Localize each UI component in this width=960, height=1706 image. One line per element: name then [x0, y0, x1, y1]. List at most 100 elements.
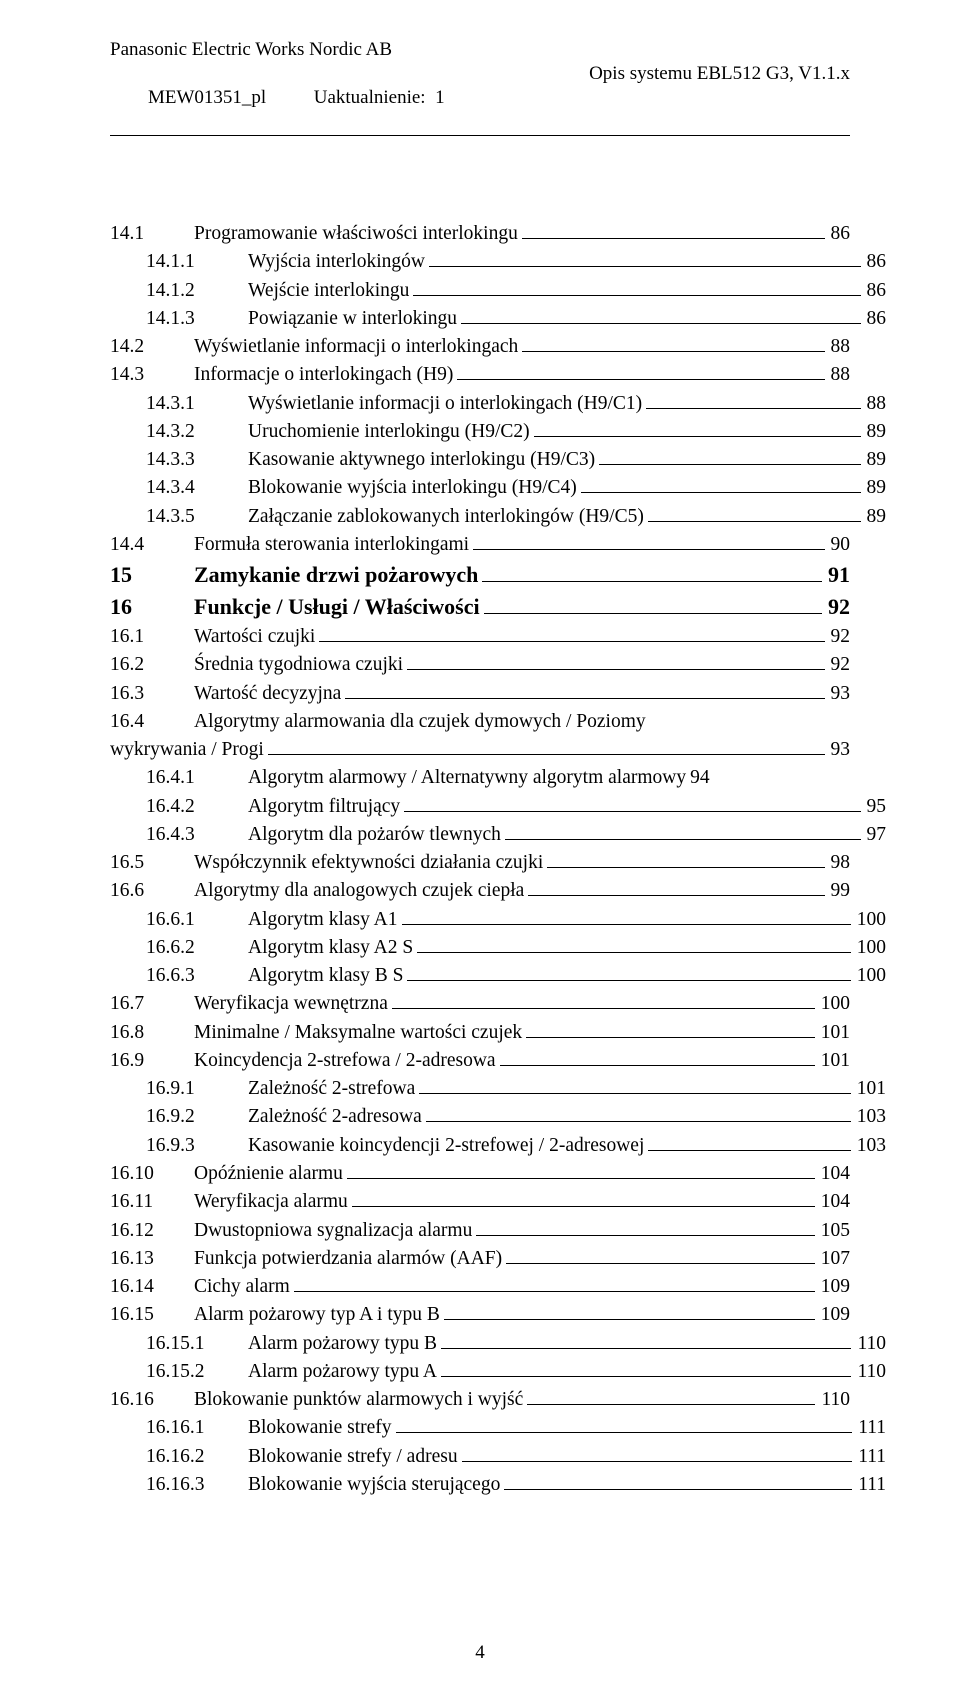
toc-num: 16.16	[110, 1386, 194, 1414]
toc-page: 88	[827, 361, 851, 389]
toc-title: Funkcja potwierdzania alarmów (AAF)	[194, 1245, 502, 1273]
toc-page: 103	[853, 1132, 886, 1160]
toc-leader	[528, 895, 824, 896]
toc-title: Blokowanie punktów alarmowych i wyjść	[194, 1386, 523, 1414]
toc-page: 88	[863, 390, 887, 418]
toc-leader	[476, 1235, 814, 1236]
toc-entry: 16.6.3Algorytm klasy B S100	[110, 962, 886, 990]
toc-num: 14.3.1	[146, 390, 248, 418]
toc-entry: 14.2Wyświetlanie informacji o interlokin…	[110, 333, 850, 361]
toc-page: 89	[863, 418, 887, 446]
header-line-2: MEW01351_pl Uaktualnienie: 1 Opis system…	[110, 62, 850, 133]
header-doc-code: MEW01351_pl	[148, 87, 266, 108]
toc-page: 89	[863, 474, 887, 502]
toc-leader	[599, 464, 860, 465]
toc-title: Wartość decyzyjna	[194, 680, 341, 708]
toc-entry: 16.2Średnia tygodniowa czujki92	[110, 651, 850, 679]
toc-title: Informacje o interlokingach (H9)	[194, 361, 453, 389]
toc-entry-line2: wykrywania / Progi93	[110, 736, 850, 764]
toc-entry: 16.10Opóźnienie alarmu104	[110, 1160, 850, 1188]
toc-page: 111	[854, 1471, 886, 1499]
toc-leader	[419, 1093, 850, 1094]
toc-title: Zależność 2-adresowa	[248, 1103, 422, 1131]
toc-leader	[648, 1150, 850, 1151]
toc-leader	[426, 1121, 851, 1122]
toc-title: Algorytm klasy A2 S	[248, 934, 413, 962]
toc-page: 109	[817, 1301, 850, 1329]
toc-page: 101	[853, 1075, 886, 1103]
toc-leader	[402, 924, 851, 925]
toc-title: Alarm pożarowy typu B	[248, 1330, 437, 1358]
toc-entry: 16.4.2Algorytm filtrujący95	[110, 793, 886, 821]
toc-page: 93	[827, 680, 851, 708]
toc-page: 97	[863, 821, 887, 849]
toc-num: 16.6.2	[146, 934, 248, 962]
toc-title: Średnia tygodniowa czujki	[194, 651, 403, 679]
toc-entry: 16.4Algorytmy alarmowania dla czujek dym…	[110, 708, 850, 765]
toc-num: 16.10	[110, 1160, 194, 1188]
toc-title: Blokowanie strefy	[248, 1414, 392, 1442]
toc-leader	[345, 698, 824, 699]
toc-leader	[504, 1489, 852, 1490]
toc-leader	[417, 952, 851, 953]
toc-leader	[461, 323, 860, 324]
toc-entry: 16.16.2Blokowanie strefy / adresu111	[110, 1443, 886, 1471]
toc-page: 86	[863, 305, 887, 333]
toc-num: 16.15	[110, 1301, 194, 1329]
toc-page: 98	[827, 849, 851, 877]
toc-page: 95	[863, 793, 887, 821]
toc-entry: 16.6.1Algorytm klasy A1100	[110, 906, 886, 934]
toc-leader	[407, 669, 824, 670]
toc-leader	[407, 980, 850, 981]
toc-page: 110	[817, 1386, 850, 1414]
toc-num: 14.1.2	[146, 277, 248, 305]
toc-num: 16.2	[110, 651, 194, 679]
toc-page: 92	[824, 591, 850, 623]
toc-num: 16.13	[110, 1245, 194, 1273]
toc-leader	[646, 408, 860, 409]
toc-title: Alarm pożarowy typu A	[248, 1358, 437, 1386]
toc-num: 16.9.3	[146, 1132, 248, 1160]
toc-num: 16.11	[110, 1188, 194, 1216]
toc-title: Kasowanie aktywnego interlokingu (H9/C3)	[248, 446, 595, 474]
toc-title: Algorytmy dla analogowych czujek ciepła	[194, 877, 524, 905]
header-rule	[110, 135, 850, 136]
toc-page: 92	[827, 623, 851, 651]
toc-entry: 16.9.3Kasowanie koincydencji 2-strefowej…	[110, 1132, 886, 1160]
toc-page: 105	[817, 1217, 850, 1245]
toc-entry: 16.4.3Algorytm dla pożarów tlewnych97	[110, 821, 886, 849]
toc-entry: 16.15Alarm pożarowy typ A i typu B109	[110, 1301, 850, 1329]
toc-page: 101	[817, 1047, 850, 1075]
toc-page: 104	[817, 1188, 850, 1216]
toc-title: Wyświetlanie informacji o interlokingach…	[248, 390, 642, 418]
toc-entry: 16.6Algorytmy dla analogowych czujek cie…	[110, 877, 850, 905]
header-right-title: Opis systemu EBL512 G3, V1.1.x	[589, 62, 850, 133]
toc-num: 14.3.3	[146, 446, 248, 474]
toc-leader	[352, 1206, 815, 1207]
toc-num: 16.9.1	[146, 1075, 248, 1103]
toc-page: 110	[853, 1330, 886, 1358]
toc-num: 16	[110, 591, 194, 623]
toc-entry: 15Zamykanie drzwi pożarowych91	[110, 559, 850, 591]
toc-entry: 16.16.3Blokowanie wyjścia sterującego111	[110, 1471, 886, 1499]
toc-num: 16.6.1	[146, 906, 248, 934]
header-line-1: Panasonic Electric Works Nordic AB	[110, 38, 850, 62]
toc-entry: 16.16.1Blokowanie strefy111	[110, 1414, 886, 1442]
toc-entry: 14.1.2Wejście interlokingu86	[110, 277, 886, 305]
toc-leader	[522, 351, 824, 352]
toc-entry: 16.4.1Algorytm alarmowy / Alternatywny a…	[110, 764, 886, 792]
toc-title: Współczynnik efektywności działania czuj…	[194, 849, 543, 877]
page-header: Panasonic Electric Works Nordic AB MEW01…	[110, 38, 850, 140]
toc-leader	[444, 1319, 815, 1320]
toc-title: Funkcje / Usługi / Właściwości	[194, 591, 480, 623]
toc-num: 14.3.4	[146, 474, 248, 502]
toc-title: Formuła sterowania interlokingami	[194, 531, 469, 559]
toc-leader	[500, 1065, 815, 1066]
toc-title: Algorytm filtrujący	[248, 793, 400, 821]
toc-page: 90	[827, 531, 851, 559]
toc-num: 14.1.1	[146, 248, 248, 276]
toc-leader	[392, 1008, 815, 1009]
toc-title: Minimalne / Maksymalne wartości czujek	[194, 1019, 522, 1047]
toc-entry-line1: 16.4Algorytmy alarmowania dla czujek dym…	[110, 708, 850, 736]
toc-page: 109	[817, 1273, 850, 1301]
